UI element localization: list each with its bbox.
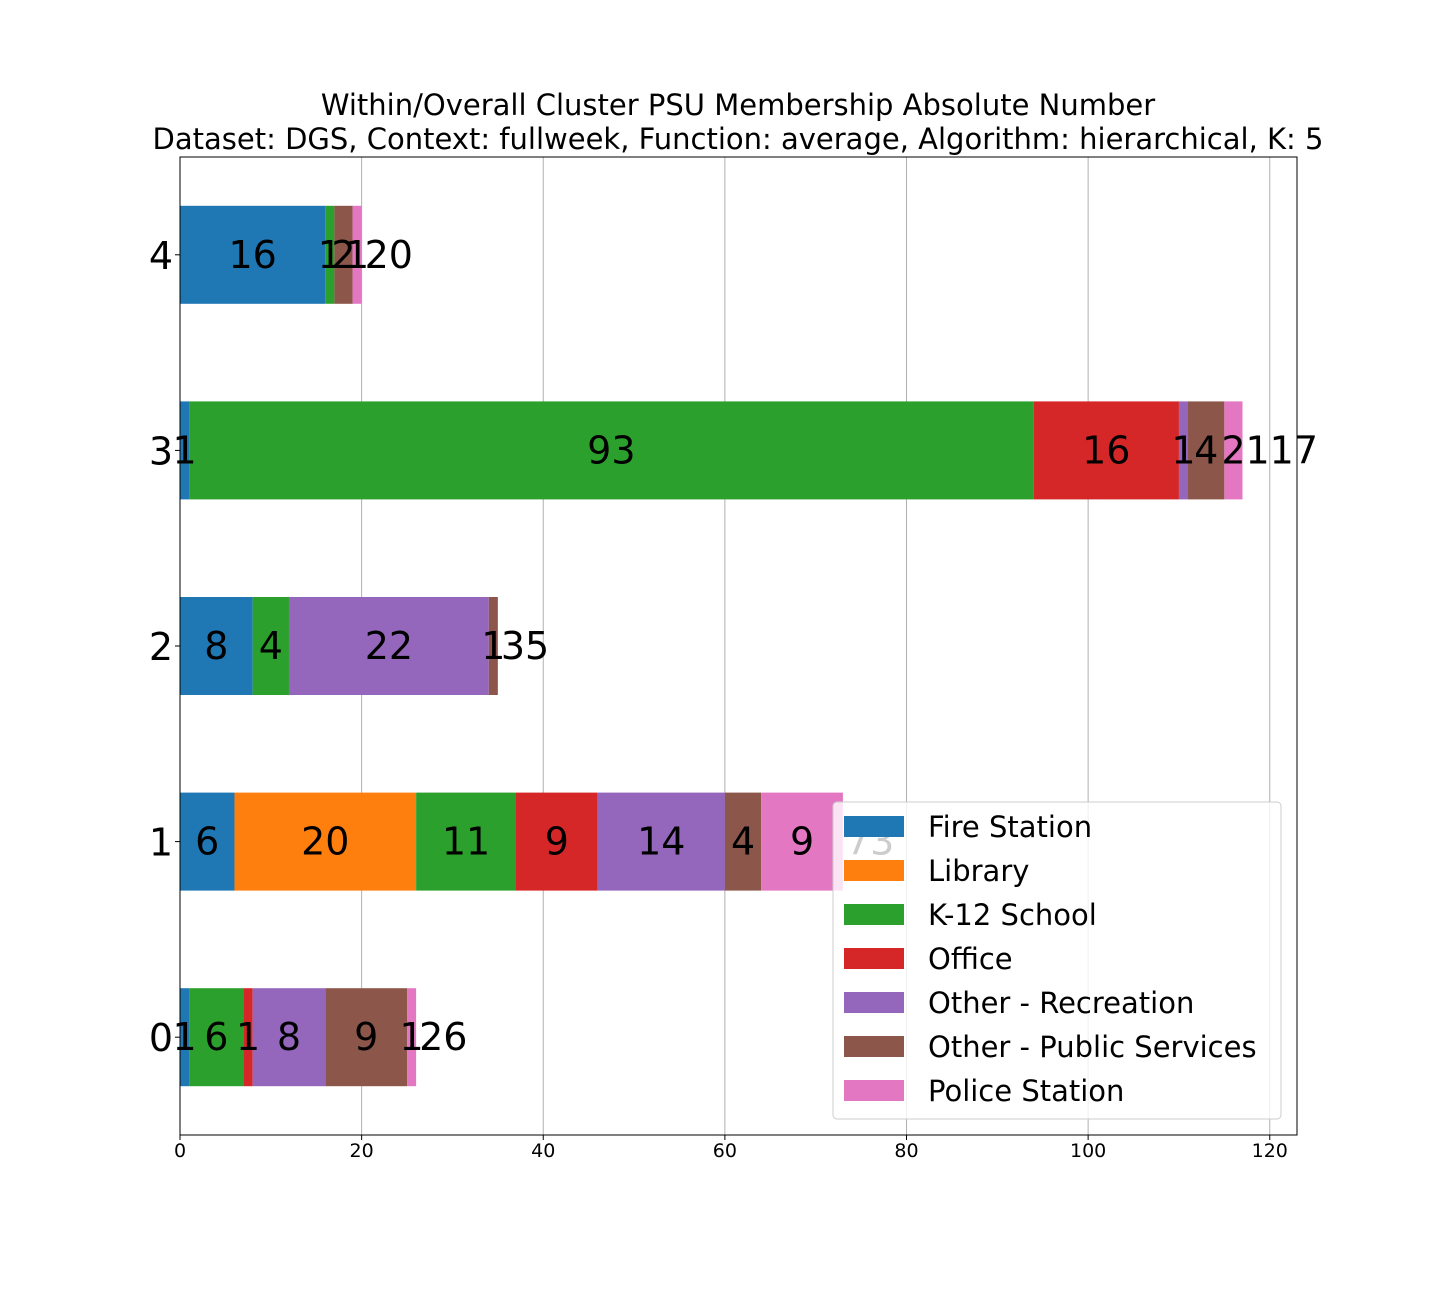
bar-segment [180, 401, 190, 500]
xtick-label: 80 [894, 1140, 918, 1162]
legend-swatch [844, 904, 904, 925]
xtick-label: 20 [350, 1140, 374, 1162]
ytick-label: 1 [149, 821, 173, 865]
xtick-label: 40 [531, 1140, 555, 1162]
bar-value-label: 1 [236, 1015, 260, 1059]
bar-value-label: 1 [1171, 428, 1195, 472]
bar-total-label: 117 [1246, 428, 1319, 472]
bar-segment [180, 597, 253, 695]
bar-value-label: 9 [545, 820, 569, 864]
bar-segment [243, 988, 253, 1087]
bar-value-label: 6 [204, 1015, 228, 1059]
bar-value-label: 8 [204, 624, 228, 668]
bar-value-label: 1 [318, 233, 342, 277]
ytick-label: 0 [149, 1016, 173, 1060]
bar-value-label: 6 [195, 820, 219, 864]
bar-value-label: 11 [442, 820, 490, 864]
bar-segment [189, 401, 1034, 500]
bar-segment [252, 988, 326, 1087]
bar-segment [516, 792, 598, 891]
bar-segment [352, 205, 362, 304]
bar-segment [761, 792, 843, 891]
bar-segment [325, 988, 408, 1087]
ytick-label: 4 [149, 234, 173, 278]
bar-segment [252, 597, 289, 695]
legend-label: Other - Public Services [928, 1030, 1257, 1064]
bar-value-label: 1 [345, 233, 369, 277]
ytick-label: 2 [149, 625, 173, 669]
bar-value-label: 4 [731, 820, 755, 864]
bar-value-label: 1 [481, 624, 505, 668]
ytick-label: 3 [149, 429, 173, 473]
legend-swatch [844, 992, 904, 1013]
bar-segment [234, 792, 417, 891]
bar-value-label: 14 [637, 820, 685, 864]
grid [179, 157, 1271, 1135]
bar-value-label: 2 [331, 233, 355, 277]
xtick-label: 0 [174, 1140, 186, 1162]
legend-swatch [844, 948, 904, 969]
bar-value-label: 93 [587, 428, 635, 472]
bar-value-label: 8 [277, 1015, 301, 1059]
bar-segment [416, 792, 517, 891]
bar-value-label: 2 [1221, 428, 1245, 472]
bar-segment [334, 205, 353, 304]
legend-box [832, 801, 1282, 1120]
bar-segment [407, 988, 417, 1087]
legend-label: Other - Recreation [928, 986, 1194, 1020]
bar-segment [180, 205, 326, 304]
xtick-label: 100 [1070, 1140, 1106, 1162]
bar-total-label: 35 [501, 624, 549, 668]
bar-labels: 1 6 1 8 9 16 20 11 9 14 4 98 4 22 11 93 16 14 216 121 [172, 233, 1245, 1059]
legend-swatch [844, 1080, 904, 1101]
legend-label: Office [928, 942, 1013, 976]
bar-segment [180, 792, 235, 891]
bar-value-label: 9 [354, 1015, 378, 1059]
legend-label: K-12 School [928, 898, 1097, 932]
bar-segment [597, 792, 725, 891]
bar-segment [189, 988, 244, 1087]
legend-swatch [844, 860, 904, 881]
bar-value-label: 9 [790, 820, 814, 864]
bar-segment [180, 988, 190, 1087]
bar-segment [1224, 401, 1243, 500]
legend-label: Fire Station [928, 810, 1092, 844]
bar-value-label: 1 [399, 1015, 423, 1059]
legend-label: Police Station [928, 1074, 1124, 1108]
bar-segment [1178, 401, 1189, 500]
bar-segment [1033, 401, 1179, 500]
bar-segment [488, 597, 498, 695]
xtick-label: 120 [1252, 1140, 1288, 1162]
legend-swatch [844, 816, 904, 837]
bar-value-label: 4 [1194, 428, 1218, 472]
legend-swatch [844, 1036, 904, 1057]
bar-value-label: 20 [301, 820, 349, 864]
legend: Fire Station Library K-12 School Office Othe… [832, 801, 1282, 1120]
bar-value-label: 16 [1082, 428, 1130, 472]
bar-segment [288, 597, 489, 695]
legend-label: Library [928, 854, 1029, 888]
bars [180, 205, 1243, 1087]
chart-title: Within/Overall Cluster PSU Membership Ab… [321, 88, 1155, 122]
bar-total-label: 26 [419, 1015, 467, 1059]
xtick-label: 60 [713, 1140, 737, 1162]
chart-subtitle: Dataset: DGS, Context: fullweek, Functio… [153, 122, 1324, 156]
bar-value-label: 16 [228, 233, 276, 277]
bar-value-label: 22 [365, 624, 413, 668]
bar-segment [724, 792, 762, 891]
bar-total-label: 20 [365, 233, 413, 277]
bar-segment [1188, 401, 1225, 500]
bar-value-label: 4 [259, 624, 283, 668]
plot-frame [179, 156, 1298, 1136]
bar-segment [325, 205, 335, 304]
